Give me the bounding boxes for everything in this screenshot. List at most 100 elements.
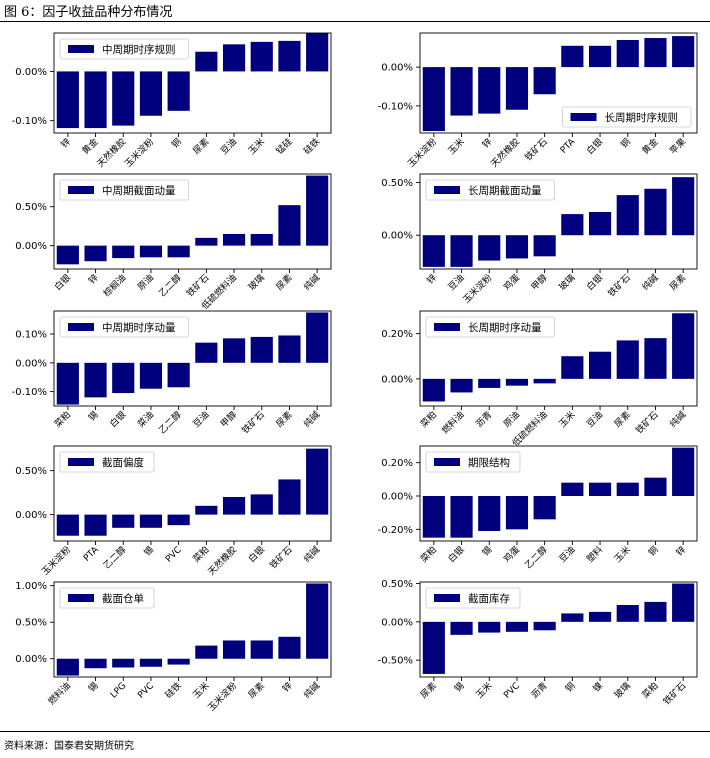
bar: [278, 636, 301, 659]
bar: [588, 482, 612, 496]
x-tick-label: 铜: [618, 136, 633, 151]
bar: [56, 245, 79, 265]
bar: [644, 601, 667, 622]
bar: [616, 604, 639, 622]
bar: [222, 338, 246, 363]
x-tick-label: 尿素: [273, 272, 294, 293]
x-tick-label: 玉米: [246, 136, 267, 157]
y-tick-label: 0.50%: [381, 178, 413, 189]
y-tick-label: -0.20%: [378, 525, 413, 536]
legend: 期限结构: [425, 451, 521, 473]
bar: [450, 621, 473, 635]
legend-label: 截面偏度: [102, 456, 144, 469]
plot-frame: [419, 32, 698, 134]
bar: [112, 658, 135, 668]
bar: [139, 245, 163, 258]
x-tick-label: 玉米: [473, 680, 494, 701]
bar: [533, 496, 556, 520]
bar: [195, 645, 218, 659]
bar: [561, 214, 584, 236]
bar: [56, 514, 79, 536]
y-tick-label: 0.10%: [15, 330, 47, 341]
legend: 中周期截面动量: [59, 179, 189, 201]
chart-panel-7: 0.00% 0.50% 玉米淀粉 PTA 乙二醇锡 PVC 菜粕天然橡胶 白银 铁矿石 纯碱 截面偏…: [15, 445, 332, 578]
bar: [167, 71, 190, 111]
x-tick-label: 锡: [453, 680, 467, 694]
x-tick-label: 乙二醇: [101, 544, 129, 572]
x-tick-label: 豆油: [445, 272, 466, 293]
bar: [139, 362, 163, 389]
y-tick-label: 0.00%: [381, 617, 413, 628]
bar: [306, 448, 329, 515]
bar: [250, 494, 273, 515]
plot-frame: [53, 445, 332, 542]
legend-box: [59, 587, 155, 609]
x-tick-label: 铁矿石: [605, 272, 633, 300]
legend-label: 长周期时序动量: [468, 321, 542, 334]
bar: [167, 362, 190, 388]
legend-box: [425, 179, 555, 201]
bar: [450, 235, 473, 267]
x-tick-label: 锌: [58, 136, 73, 151]
legend: 中周期时序规则: [59, 38, 189, 60]
legend-box: [59, 38, 189, 60]
bar: [139, 514, 163, 528]
bar: [533, 621, 556, 631]
x-tick-label: 锡: [87, 680, 101, 694]
x-tick-label: 锌: [480, 136, 495, 151]
bar: [250, 233, 273, 246]
chart-panel-2: -0.10% 0.00% 玉米淀粉 玉米 锌天然橡胶 铁矿石 PTA 白银铜黄金 苹果 长周期时序…: [378, 32, 698, 170]
bar: [616, 482, 639, 496]
x-tick-label: 黄金: [79, 136, 100, 157]
plot-frame: [53, 173, 332, 270]
x-tick-label: 天然橡胶: [94, 136, 128, 170]
x-tick-label: 纯碱: [301, 544, 322, 565]
x-tick-label: PTA: [559, 136, 578, 155]
x-tick-label: 黄金: [639, 136, 660, 157]
bar: [588, 351, 612, 379]
bar: [195, 505, 218, 515]
legend: 中周期时序动量: [59, 316, 189, 338]
x-tick-label: 鸡蛋: [501, 272, 522, 293]
bar: [450, 496, 473, 538]
plot-frame: [53, 581, 332, 678]
x-tick-label: 乙二醇: [156, 409, 184, 437]
legend-swatch: [68, 458, 94, 466]
x-tick-label: 尿素: [612, 409, 633, 430]
x-tick-label: 玻璃: [556, 272, 577, 293]
bar: [167, 514, 190, 526]
x-tick-label: 玻璃: [246, 272, 267, 293]
x-tick-label: 甲醇: [218, 409, 239, 430]
bar: [84, 245, 107, 262]
bar: [644, 38, 667, 68]
x-tick-label: 豆油: [190, 409, 211, 430]
y-tick-label: 0.00%: [381, 63, 413, 74]
y-tick-label: 0.00%: [15, 654, 47, 665]
legend-swatch: [68, 594, 94, 602]
bar: [84, 362, 107, 398]
x-tick-label: PVC: [164, 545, 184, 565]
x-tick-label: 铜: [563, 680, 578, 695]
x-tick-label: 菜粕: [639, 680, 660, 701]
legend: 截面偏度: [59, 451, 155, 473]
x-tick-label: 铁矿石: [633, 409, 661, 437]
bar: [306, 33, 329, 72]
x-tick-label: 锌: [424, 272, 439, 287]
bar: [222, 44, 246, 72]
chart-panel-8: -0.20% 0.00% 0.20% 菜粕 白银锡鸡蛋 乙二醇 豆油 塑料 玉米铜锌 期限结构: [378, 445, 698, 571]
legend-swatch: [68, 45, 94, 53]
x-tick-label: LPG: [109, 681, 128, 700]
bar: [644, 188, 667, 236]
legend-label: 长周期截面动量: [468, 184, 542, 197]
y-tick-label: -0.10%: [12, 387, 47, 398]
bar: [616, 340, 639, 379]
legend-box: [59, 179, 189, 201]
x-tick-label: 锰硅: [273, 136, 294, 157]
x-tick-label: 玉米淀粉: [39, 544, 73, 578]
x-tick-label: 燃料油: [439, 409, 467, 437]
bar: [422, 496, 445, 538]
x-tick-label: PVC: [502, 681, 522, 701]
x-tick-label: 铜: [169, 136, 184, 151]
bar: [84, 658, 107, 669]
